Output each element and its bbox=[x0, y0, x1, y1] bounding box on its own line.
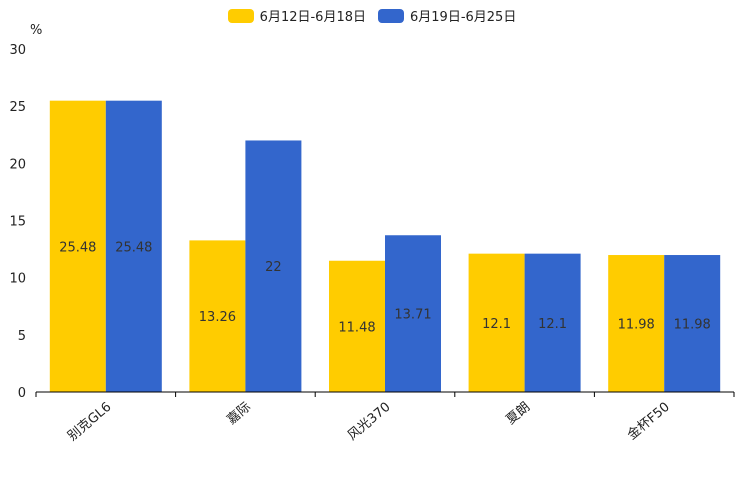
y-tick-label: 15 bbox=[9, 215, 26, 230]
y-tick-label: 20 bbox=[9, 157, 26, 172]
x-axis: 别克GL6 嘉际 风光370 夏朗 金杯F50 bbox=[35, 391, 735, 445]
bar-1-2[interactable] bbox=[189, 240, 246, 392]
bar-1-5[interactable] bbox=[608, 255, 665, 392]
y-tick-label: 10 bbox=[9, 272, 26, 287]
legend-label-series-2: 6月19日-6月25日 bbox=[410, 10, 517, 25]
data-label: 13.71 bbox=[394, 308, 431, 323]
legend-swatch-series-1 bbox=[227, 8, 254, 23]
bar-2-2[interactable] bbox=[245, 140, 302, 392]
data-label: 25.48 bbox=[115, 240, 152, 255]
data-label: 11.98 bbox=[674, 318, 711, 333]
data-label: 11.48 bbox=[338, 320, 375, 335]
x-tick-label: 金杯F50 bbox=[624, 399, 673, 443]
data-label: 13.26 bbox=[199, 310, 236, 325]
y-unit-label: % bbox=[30, 23, 42, 38]
bar-1-1[interactable] bbox=[49, 100, 106, 393]
legend-swatch-series-2 bbox=[378, 8, 404, 23]
data-label: 11.98 bbox=[618, 318, 655, 333]
x-tick-label: 夏朗 bbox=[504, 400, 534, 428]
bar-2-4[interactable] bbox=[524, 253, 581, 392]
legend: 6月12日-6月18日 6月19日-6月25日 bbox=[0, 6, 744, 25]
y-tick-label: 25 bbox=[9, 100, 26, 115]
bars: 25.48 25.48 13.26 22 11.48 13.71 12.1 12.1 11.98… bbox=[49, 100, 721, 393]
y-tick-label: 30 bbox=[9, 43, 26, 58]
bar-2-3[interactable] bbox=[385, 235, 441, 392]
bar-2-5[interactable] bbox=[664, 255, 721, 392]
y-tick-label: 5 bbox=[18, 329, 26, 344]
bar-1-4[interactable] bbox=[468, 253, 525, 392]
legend-item-series-2[interactable]: 6月19日-6月25日 bbox=[378, 6, 516, 25]
data-label: 22 bbox=[265, 260, 282, 275]
data-label: 12.1 bbox=[482, 317, 511, 332]
bar-1-3[interactable] bbox=[329, 260, 385, 392]
data-label: 12.1 bbox=[538, 317, 567, 332]
x-tick-label: 嘉际 bbox=[224, 400, 254, 428]
legend-item-series-1[interactable]: 6月12日-6月18日 bbox=[227, 6, 366, 25]
data-label: 25.48 bbox=[59, 240, 96, 255]
x-tick-label: 风光370 bbox=[345, 400, 394, 444]
x-tick-label: 别克GL6 bbox=[65, 400, 114, 445]
legend-label-series-1: 6月12日-6月18日 bbox=[259, 10, 366, 25]
y-axis: 0 5 10 15 20 25 30 bbox=[9, 43, 26, 401]
bar-2-1[interactable] bbox=[105, 100, 162, 393]
y-tick-label: 0 bbox=[18, 386, 26, 401]
